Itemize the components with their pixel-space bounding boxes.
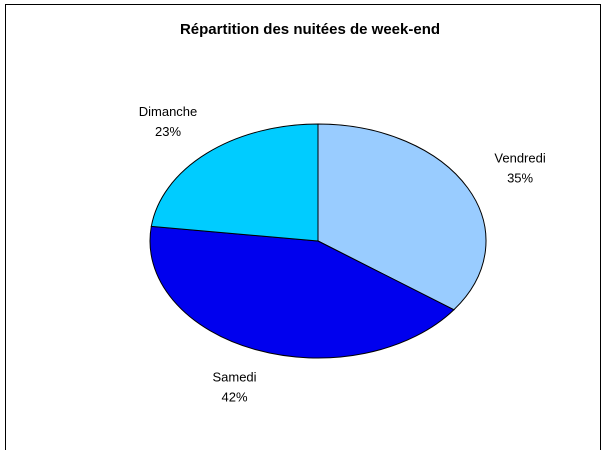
pie-slice bbox=[150, 123, 319, 242]
pie-slice bbox=[149, 225, 455, 359]
slice-label: Dimanche bbox=[139, 104, 198, 119]
slice-value-label: 42% bbox=[221, 389, 247, 404]
slice-value-label: 35% bbox=[507, 171, 533, 186]
slice-label: Vendredi bbox=[494, 151, 545, 166]
chart-title: Répartition des nuitées de week-end bbox=[180, 21, 440, 38]
pie-slice bbox=[317, 123, 487, 311]
slice-label: Samedi bbox=[212, 369, 256, 384]
slice-value-label: 23% bbox=[155, 124, 181, 139]
